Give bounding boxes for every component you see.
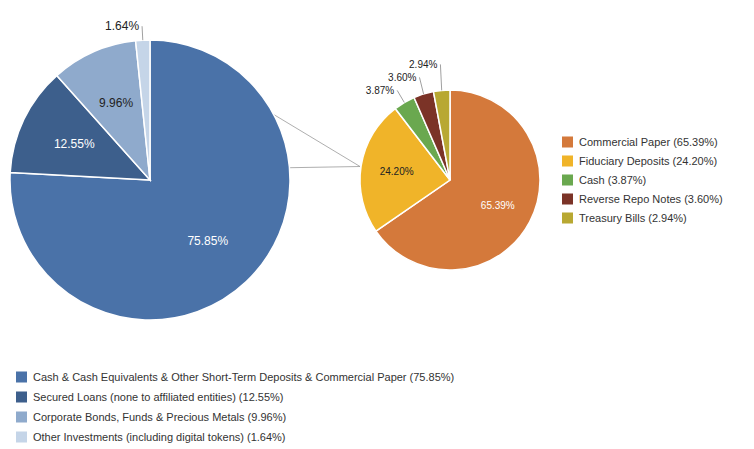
legend-swatch [562,175,573,186]
data-label: 3.60% [388,72,416,83]
pie [10,40,290,320]
legend-label: Other Investments (including digital tok… [33,431,286,443]
legend-swatch [16,392,27,403]
legend-swatch [562,213,573,224]
pie-slice [57,41,150,180]
leader-line [142,26,144,40]
legend-label: Cash & Cash Equivalents & Other Short-Te… [33,371,454,383]
legend-swatch [562,156,573,167]
legend-label: Corporate Bonds, Funds & Precious Metals… [33,411,286,423]
legend-swatch [562,137,573,148]
legend-swatch [16,432,27,443]
data-label: 2.94% [409,59,437,70]
legend-swatch [562,194,573,205]
data-label: 24.20% [380,166,414,177]
legend: Commercial Paper (65.39%) Fiduciary Depos… [562,136,723,224]
leader-line [419,77,423,94]
legend-swatch [16,412,27,423]
data-label: 65.39% [481,200,515,211]
data-label: 9.96% [99,96,133,110]
legend-label: Cash (3.87%) [579,174,646,186]
pie [360,90,540,270]
legend-label: Secured Loans (none to affiliated entiti… [33,391,284,403]
data-label: 3.87% [366,85,394,96]
pie-slice [10,40,290,320]
legend-label: Fiduciary Deposits (24.20%) [579,155,717,167]
data-label: 1.64% [105,19,139,33]
pie-slice [136,40,150,180]
leader-line [440,64,441,90]
legend-swatch [16,372,27,383]
chart: 75.85% 12.55% 9.96% 1.64% Cash & Cash Equiva… [0,0,754,449]
pie-labels: 75.85% 12.55% 9.96% 1.64% [54,19,229,248]
data-label: 75.85% [187,234,228,248]
legend: Cash & Cash Equivalents & Other Short-Te… [16,371,454,443]
legend-label: Commercial Paper (65.39%) [579,136,718,148]
pie-slice [433,90,450,180]
legend-label: Treasury Bills (2.94%) [579,212,687,224]
leader-line [397,90,404,102]
pie-labels: 65.39% 24.20% 3.87% 3.60% 2.94% [366,59,515,211]
data-label: 12.55% [54,137,95,151]
legend-label: Reverse Repo Notes (3.60%) [579,193,723,205]
